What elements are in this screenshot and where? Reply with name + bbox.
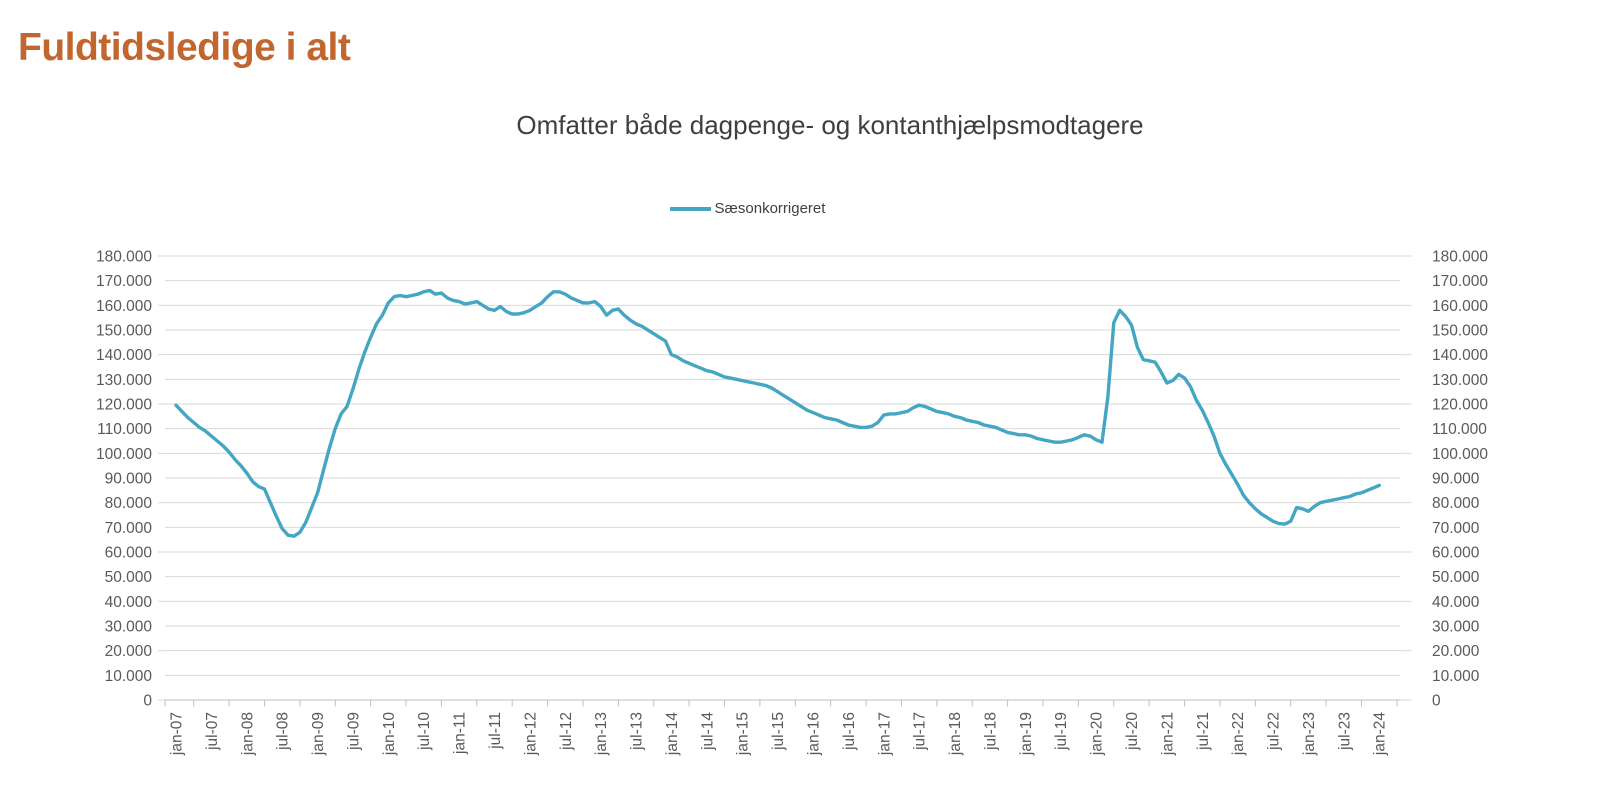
y-axis-label-left: 150.000: [96, 323, 152, 340]
x-axis-label: jan-09: [310, 712, 327, 756]
x-axis-label: jul-08: [275, 712, 292, 751]
x-axis-label: jan-07: [169, 712, 186, 756]
x-axis-label: jan-18: [947, 712, 964, 756]
x-axis-label: jan-13: [593, 712, 610, 756]
y-axis-label-left: 20.000: [105, 643, 153, 660]
x-axis-label: jul-12: [558, 712, 575, 751]
y-axis-label-left: 130.000: [96, 372, 152, 389]
y-axis-label-left: 10.000: [105, 668, 153, 685]
x-axis-label: jul-21: [1195, 712, 1212, 751]
y-axis-label-left: 140.000: [96, 347, 152, 364]
x-axis-label: jan-17: [876, 712, 893, 756]
x-axis-label: jan-16: [805, 712, 822, 756]
x-axis-label: jul-16: [841, 712, 858, 751]
x-axis-label: jul-09: [345, 712, 362, 751]
y-axis-label-right: 140.000: [1432, 347, 1488, 364]
y-axis-label-right: 120.000: [1432, 397, 1488, 414]
x-axis-label: jul-22: [1266, 712, 1283, 751]
x-axis-label: jan-14: [664, 712, 681, 756]
y-axis-label-right: 110.000: [1432, 421, 1487, 438]
y-axis-label-left: 110.000: [97, 421, 152, 438]
page-title: Fuldtidsledige i alt: [18, 26, 351, 69]
x-axis-label: jan-23: [1301, 712, 1318, 756]
y-axis-label-right: 130.000: [1432, 372, 1488, 389]
chart-legend: Sæsonkorrigeret: [60, 200, 1435, 217]
x-axis-label: jan-10: [381, 712, 398, 756]
y-axis-label-left: 170.000: [96, 273, 152, 290]
y-axis-label-left: 100.000: [96, 446, 152, 463]
x-axis-label: jul-19: [1053, 712, 1070, 751]
x-axis-label: jan-19: [1018, 712, 1035, 756]
x-axis-label: jan-24: [1372, 712, 1389, 756]
y-axis-label-right: 180.000: [1432, 249, 1488, 266]
x-axis-label: jul-07: [204, 712, 221, 751]
y-axis-label-right: 60.000: [1432, 545, 1480, 562]
y-axis-label-left: 160.000: [96, 298, 152, 315]
y-axis-label-right: 50.000: [1432, 569, 1480, 586]
y-axis-label-right: 80.000: [1432, 495, 1480, 512]
y-axis-label-left: 180.000: [96, 249, 152, 266]
y-axis-label-left: 40.000: [105, 594, 153, 611]
x-axis-label: jul-15: [770, 712, 787, 751]
y-axis-label-right: 170.000: [1432, 273, 1488, 290]
y-axis-label-right: 150.000: [1432, 323, 1488, 340]
x-axis-label: jul-20: [1124, 712, 1141, 751]
chart-title: Omfatter både dagpenge- og kontanthjælps…: [516, 110, 1144, 140]
legend-series-label: Sæsonkorrigeret: [714, 200, 826, 217]
x-axis-label: jul-17: [912, 712, 929, 751]
x-axis-label: jul-23: [1336, 712, 1353, 751]
y-axis-label-right: 90.000: [1432, 471, 1480, 488]
y-axis-label-right: 0: [1432, 693, 1441, 710]
y-axis-label-right: 70.000: [1432, 520, 1480, 537]
series-line-saesonkorrigeret: [174, 288, 1381, 538]
y-axis-label-left: 0: [143, 693, 152, 710]
y-axis-label-left: 70.000: [105, 520, 153, 537]
y-axis-label-right: 40.000: [1432, 594, 1480, 611]
y-axis-label-left: 50.000: [105, 569, 153, 586]
legend-line-swatch-icon: [669, 206, 711, 211]
y-axis-label-right: 160.000: [1432, 298, 1488, 315]
x-axis-label: jul-13: [629, 712, 646, 751]
x-axis-label: jan-20: [1089, 712, 1106, 756]
y-axis-label-left: 30.000: [105, 619, 153, 636]
x-axis-label: jan-08: [239, 712, 256, 756]
x-axis-label: jul-11: [487, 712, 504, 750]
x-axis-label: jan-15: [735, 712, 752, 756]
x-axis-label: jan-22: [1230, 712, 1247, 756]
x-axis-label: jan-11: [452, 712, 469, 755]
y-axis-label-right: 30.000: [1432, 619, 1480, 636]
y-axis-label-left: 60.000: [105, 545, 153, 562]
x-axis-label: jan-21: [1159, 712, 1176, 756]
x-axis-label: jan-12: [522, 712, 539, 756]
y-axis-label-right: 20.000: [1432, 643, 1480, 660]
y-axis-label-left: 90.000: [105, 471, 153, 488]
y-axis-label-right: 100.000: [1432, 446, 1488, 463]
y-axis-label-right: 10.000: [1432, 668, 1480, 685]
y-axis-label-left: 80.000: [105, 495, 153, 512]
x-axis-label: jul-14: [699, 712, 716, 751]
x-axis-label: jul-18: [982, 712, 999, 751]
y-axis-label-left: 120.000: [96, 397, 152, 414]
x-axis-label: jul-10: [416, 712, 433, 751]
